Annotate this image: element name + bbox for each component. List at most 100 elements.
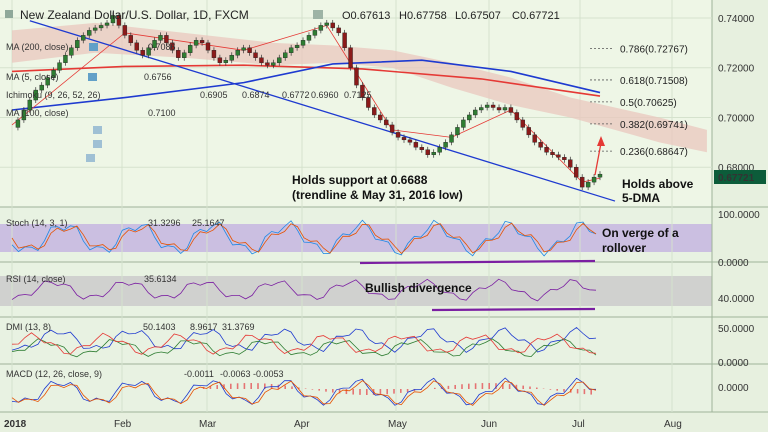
fib-label: 0.5(0.70625)	[620, 98, 677, 109]
candle-body	[508, 107, 514, 113]
dmi-minus: 8.9617	[190, 322, 218, 332]
eye-icon[interactable]	[88, 73, 97, 81]
candle-body	[116, 15, 122, 26]
current-price-badge	[714, 170, 766, 184]
candle-body	[360, 84, 365, 98]
candle-body	[479, 107, 484, 111]
dmi-adx-line	[11, 332, 597, 355]
collapse-icon[interactable]	[5, 10, 13, 18]
candle-body	[389, 124, 395, 133]
eye-icon[interactable]	[93, 126, 102, 134]
candle-body	[473, 109, 478, 116]
candle-body	[164, 35, 169, 44]
time-tick-label: Feb	[114, 419, 132, 430]
candle-body	[520, 119, 525, 128]
ohlc-open: O0.67613	[342, 10, 390, 22]
candle-body	[597, 173, 603, 178]
candle-body	[265, 62, 270, 66]
rsi-axis-40: 40.0000	[718, 294, 755, 305]
candle-body	[526, 127, 531, 136]
macd-hist: -0.0011	[184, 369, 214, 379]
candle-body	[401, 137, 407, 141]
rsi-label: RSI (14, close)	[6, 274, 66, 284]
price-tick-label: 0.68000	[718, 163, 755, 174]
chart-header: New Zealand Dollar/U.S. Dollar, 1D, FXCM…	[5, 8, 560, 22]
ma5-value: 0.6756	[144, 72, 172, 82]
support-trendline	[29, 20, 616, 202]
candle-body	[98, 25, 104, 29]
ma200-label: MA (200, close)	[6, 42, 69, 52]
dmi-axis-50: 50.0000	[718, 324, 755, 335]
ichimoku-v3: 0.6772	[282, 90, 310, 100]
candle-body	[312, 30, 318, 36]
candle-body	[502, 107, 508, 111]
stoch-note-line1: On verge of a	[602, 226, 679, 240]
ichimoku-v4: 0.6960	[311, 90, 339, 100]
candle-body	[383, 119, 389, 126]
candle-body	[378, 114, 383, 121]
candle-body	[146, 47, 151, 56]
eye-icon[interactable]	[89, 43, 98, 51]
candle-body	[579, 176, 585, 188]
candle-body	[122, 25, 128, 36]
fib-label: 0.236(0.68647)	[620, 147, 688, 158]
candle-body	[544, 147, 549, 153]
candle-body	[187, 45, 193, 53]
price-tick-label: 0.70000	[718, 113, 755, 124]
candle-body	[348, 47, 353, 68]
candle-body	[128, 35, 133, 44]
time-tick-label: Jun	[481, 419, 497, 430]
candle-body	[288, 47, 294, 53]
fib-levels: 0.786(0.72767) 0.618(0.71508) 0.5(0.70625)…	[590, 45, 688, 158]
stoch-legend: Stoch (14, 3, 1) 31.3296 25.1647 On verg…	[6, 210, 760, 269]
macd-label: MACD (12, 26, close, 9)	[6, 369, 102, 379]
dma-note-line2: 5-DMA	[622, 191, 660, 205]
ichimoku-v2: 0.6874	[242, 90, 270, 100]
macd-axis-0: 0.0000	[718, 383, 749, 394]
stoch-note-line2: rollover	[602, 241, 646, 255]
eye-icon[interactable]	[313, 10, 323, 19]
ohlc-close: C0.67721	[512, 10, 560, 22]
time-tick-label: Mar	[199, 419, 217, 430]
stoch-d-line	[11, 222, 597, 254]
macd-panel-bg	[0, 364, 712, 412]
candle-body	[170, 42, 175, 51]
time-axis-bg	[0, 412, 768, 432]
candle-body	[87, 30, 92, 36]
macd-line	[11, 377, 597, 406]
candle-body	[300, 40, 306, 46]
ohlc-low: L0.67507	[455, 10, 501, 22]
candle-body	[271, 62, 276, 66]
dmi-axis-0: 0.0000	[718, 358, 749, 369]
candle-body	[354, 67, 359, 86]
settings-icon[interactable]	[93, 140, 102, 148]
macd-legend: MACD (12, 26, close, 9) -0.0011 -0.0063 …	[6, 369, 749, 394]
dmi-adx: 31.3769	[222, 322, 255, 332]
candle-body	[568, 159, 573, 168]
candles	[15, 12, 603, 191]
candle-body	[63, 55, 68, 63]
up-arrow-shaft	[594, 142, 602, 176]
candle-body	[449, 134, 454, 143]
candle-body	[306, 35, 312, 41]
candle-body	[467, 114, 472, 121]
rsi-note: Bullish divergence	[365, 281, 472, 295]
candle-body	[437, 147, 442, 153]
ohlc-high: H0.67758	[399, 10, 447, 22]
dmi-minus-line	[11, 338, 597, 358]
time-tick-label: 2018	[4, 419, 27, 430]
ichimoku-v5: 0.7125	[344, 90, 372, 100]
symbol-title: New Zealand Dollar/U.S. Dollar, 1D, FXCM	[20, 8, 249, 22]
candle-body	[21, 109, 27, 121]
candle-body	[413, 142, 419, 148]
candle-body	[253, 52, 258, 58]
candle-body	[283, 52, 288, 58]
time-tick-label: Apr	[294, 419, 310, 430]
eye-icon[interactable]	[86, 154, 95, 162]
candle-body	[532, 134, 537, 143]
candle-body	[235, 50, 240, 56]
candle-body	[556, 154, 561, 158]
candle-body	[182, 52, 187, 58]
time-tick-label: Aug	[664, 419, 682, 430]
